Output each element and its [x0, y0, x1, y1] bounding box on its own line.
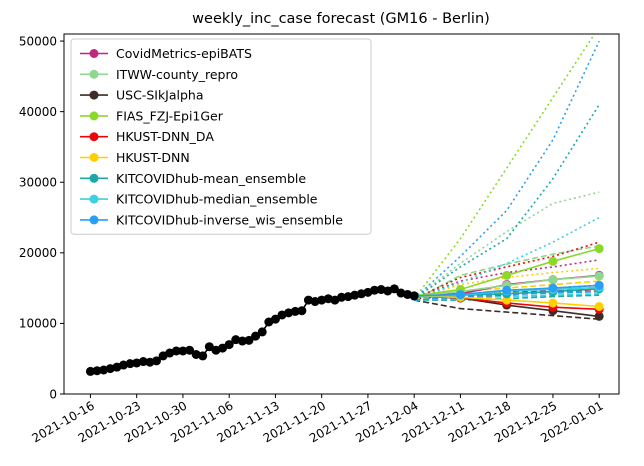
y-tick-label: 30000 — [19, 176, 57, 190]
observed-point — [290, 306, 300, 316]
forecast-median-layer — [409, 244, 604, 321]
legend-label: HKUST-DNN — [116, 150, 190, 165]
observed-point — [297, 306, 307, 316]
observed-point — [218, 343, 228, 353]
observed-line — [90, 287, 415, 373]
legend-swatch-marker — [89, 153, 99, 162]
legend-label: USC-SIkJalpha — [116, 88, 204, 103]
legend-entry: HKUST-DNN — [80, 150, 190, 165]
legend-label: HKUST-DNN_DA — [116, 129, 214, 144]
upper-bound-fias-fzj-epi1ger — [413, 34, 596, 300]
legend: CovidMetrics-epiBATS ITWW-county_repro USC… — [70, 38, 372, 235]
observed-point — [224, 340, 234, 350]
legend-label: FIAS_FZJ-Epi1Ger — [116, 108, 224, 123]
legend-label: ITWW-county_repro — [116, 67, 238, 82]
observed-point — [409, 291, 419, 301]
observed-point — [125, 359, 135, 369]
y-tick-label: 50000 — [19, 34, 57, 48]
plot-area-frame — [63, 33, 620, 395]
legend-box — [70, 38, 372, 235]
y-tick-label: 10000 — [19, 317, 57, 331]
observed-point — [244, 335, 254, 345]
y-tick-label: 40000 — [19, 105, 57, 119]
legend-label: KITCOVIDhub-mean_ensemble — [116, 171, 306, 186]
observed-point — [198, 351, 208, 361]
observed-point — [251, 331, 261, 341]
legend-swatch-marker — [89, 49, 99, 58]
legend-swatch-marker — [89, 69, 99, 79]
legend-swatch-marker — [89, 215, 99, 225]
legend-entry: FIAS_FZJ-Epi1Ger — [80, 108, 224, 123]
series-point-kitcovidhub-inverse-wis-ensemble — [455, 289, 465, 299]
observed-point — [270, 314, 280, 324]
legend-entry: USC-SIkJalpha — [80, 88, 204, 103]
observed-point — [178, 346, 188, 356]
legend-label: CovidMetrics-epiBATS — [116, 46, 252, 61]
legend-entry: CovidMetrics-epiBATS — [80, 46, 252, 61]
series-point-fias-fzj-epi1ger — [594, 244, 604, 254]
legend-swatch-marker — [89, 132, 99, 142]
upper-bound-hkust-dnn-da — [413, 241, 600, 300]
observed-point — [85, 366, 95, 376]
legend-label: KITCOVIDhub-inverse_wis_ensemble — [116, 212, 343, 227]
series-point-kitcovidhub-inverse-wis-ensemble — [502, 285, 512, 295]
chart-title: weekly_inc_case forecast (GM16 - Berlin) — [192, 11, 490, 27]
series-point-kitcovidhub-inverse-wis-ensemble — [594, 280, 604, 290]
observed-point — [204, 342, 214, 352]
series-point-hkust-dnn — [502, 295, 512, 305]
observed-point — [138, 357, 148, 367]
series-point-hkust-dnn — [548, 298, 558, 308]
legend-entry: HKUST-DNN_DA — [80, 129, 214, 144]
series-point-kitcovidhub-inverse-wis-ensemble — [548, 283, 558, 293]
observed-point — [185, 345, 195, 355]
y-tick-label: 0 — [49, 387, 57, 401]
series-point-fias-fzj-epi1ger — [548, 256, 558, 266]
lower-bound-usc-sikjalpha — [414, 299, 600, 320]
legend-entry: KITCOVIDhub-inverse_wis_ensemble — [80, 212, 343, 227]
series-point-fias-fzj-epi1ger — [502, 270, 512, 280]
legend-swatch-marker — [89, 173, 99, 183]
observed-point — [257, 327, 267, 337]
legend-swatch-marker — [89, 194, 99, 204]
legend-swatch-marker — [89, 90, 99, 100]
series-point-usc-sikjalpha — [594, 311, 604, 321]
legend-entry: KITCOVIDhub-mean_ensemble — [80, 171, 306, 186]
observed-series-layer — [85, 284, 419, 376]
legend-label: KITCOVIDhub-median_ensemble — [116, 192, 318, 207]
legend-entry: ITWW-county_repro — [80, 67, 238, 82]
observed-point — [171, 346, 181, 356]
observed-point — [237, 336, 247, 346]
series-point-hkust-dnn — [594, 301, 604, 311]
legend-entry: KITCOVIDhub-median_ensemble — [80, 192, 318, 207]
observed-point — [370, 285, 380, 295]
observed-point — [92, 366, 102, 376]
upper-bound-kitcovidhub-inverse-wis-ensemble — [413, 40, 600, 300]
observed-point — [389, 284, 399, 294]
series-point-itww-county-repro — [548, 275, 558, 285]
upper-bound-kitcovidhub-mean-ensemble — [413, 104, 600, 300]
series-point-itww-county-repro — [594, 271, 604, 281]
observed-point — [337, 292, 346, 302]
y-tick-label: 20000 — [19, 246, 57, 260]
legend-swatch-marker — [89, 111, 99, 121]
observed-point — [152, 356, 161, 366]
